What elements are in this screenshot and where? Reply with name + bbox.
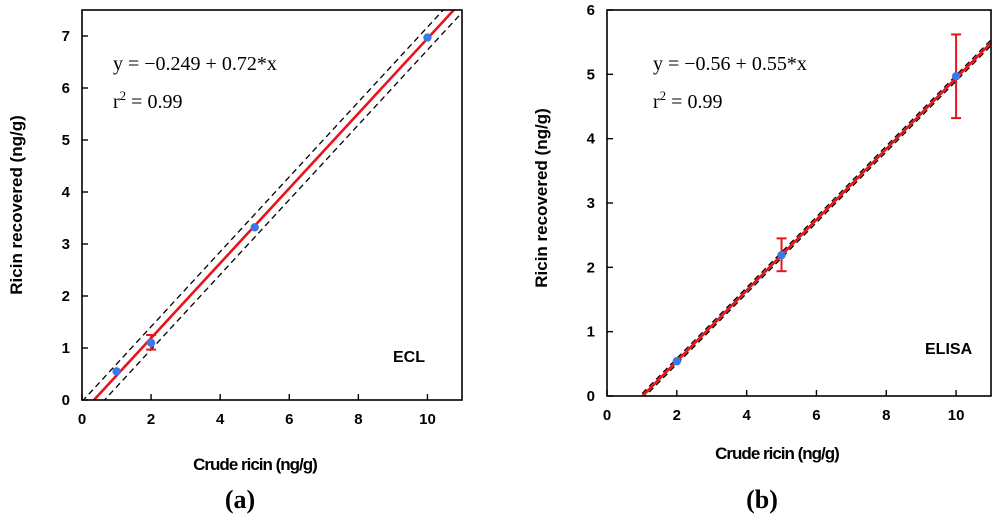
data-point [777, 250, 786, 260]
x-tick-label: 10 [419, 411, 436, 428]
data-point [423, 33, 432, 42]
regression-line [640, 41, 991, 396]
x-tick-label: 6 [285, 411, 293, 428]
y-tick-label: 7 [62, 28, 70, 45]
y-axis-label: Ricin recovered (ng/g) [532, 108, 551, 287]
y-tick-label: 6 [62, 80, 70, 97]
x-tick-label: 0 [603, 407, 611, 424]
r-squared-annotation: r2 = 0.99 [113, 88, 182, 113]
y-tick-label: 5 [587, 66, 595, 83]
x-tick-label: 4 [742, 407, 751, 424]
data-point [146, 338, 156, 347]
x-tick-label: 8 [882, 407, 890, 424]
y-tick-label: 3 [62, 236, 70, 253]
method-label: ELISA [925, 341, 973, 358]
data-point [112, 367, 121, 376]
method-label: ECL [393, 349, 425, 366]
data-point [250, 223, 259, 232]
y-tick-label: 1 [62, 340, 70, 357]
chart-panel-a: 0 2 4 6 8 10 0 1 2 3 4 5 6 7 Crude ricin (ng/g) Ricin r… [7, 9, 463, 514]
data-point [672, 357, 682, 366]
x-tick-label: 8 [354, 411, 362, 428]
fit-equation: y = −0.249 + 0.72*x [113, 53, 277, 75]
plot-frame [81, 9, 463, 401]
regression-line [92, 10, 456, 400]
x-tick-label: 6 [812, 407, 820, 424]
y-tick-label: 6 [587, 2, 595, 19]
y-tick-label: 1 [587, 324, 595, 341]
y-tick-label: 4 [62, 184, 71, 201]
r-squared-annotation: r2 = 0.99 [653, 88, 722, 113]
chart-panel-b: 0 2 4 6 8 10 0 1 2 3 4 5 6 Crude ricin (ng/g) Ricin re… [532, 2, 992, 514]
confidence-line-lower [644, 45, 991, 396]
y-tick-label: 3 [587, 195, 595, 212]
y-tick-label: 2 [62, 288, 70, 305]
x-axis-label: Crude ricin (ng/g) [715, 444, 839, 463]
x-tick-label: 0 [78, 411, 86, 428]
confidence-line-upper [638, 39, 991, 396]
y-tick-label: 2 [587, 259, 595, 276]
y-axis-label: Ricin recovered (ng/g) [7, 115, 26, 294]
x-tick-label: 2 [673, 407, 681, 424]
data-point [951, 72, 961, 81]
fit-equation: y = −0.56 + 0.55*x [653, 53, 807, 75]
confidence-line-upper [82, 10, 445, 400]
x-axis-label: Crude ricin (ng/g) [193, 455, 317, 474]
x-tick-label: 2 [147, 411, 155, 428]
y-tick-label: 4 [587, 131, 596, 148]
panel-label: (b) [746, 485, 778, 514]
x-tick-label: 10 [948, 407, 965, 424]
y-tick-label: 0 [587, 388, 595, 405]
confidence-line-lower [103, 12, 462, 400]
panel-label: (a) [225, 485, 255, 514]
x-tick-label: 4 [216, 411, 225, 428]
y-tick-label: 0 [62, 392, 70, 409]
y-tick-label: 5 [62, 132, 70, 149]
